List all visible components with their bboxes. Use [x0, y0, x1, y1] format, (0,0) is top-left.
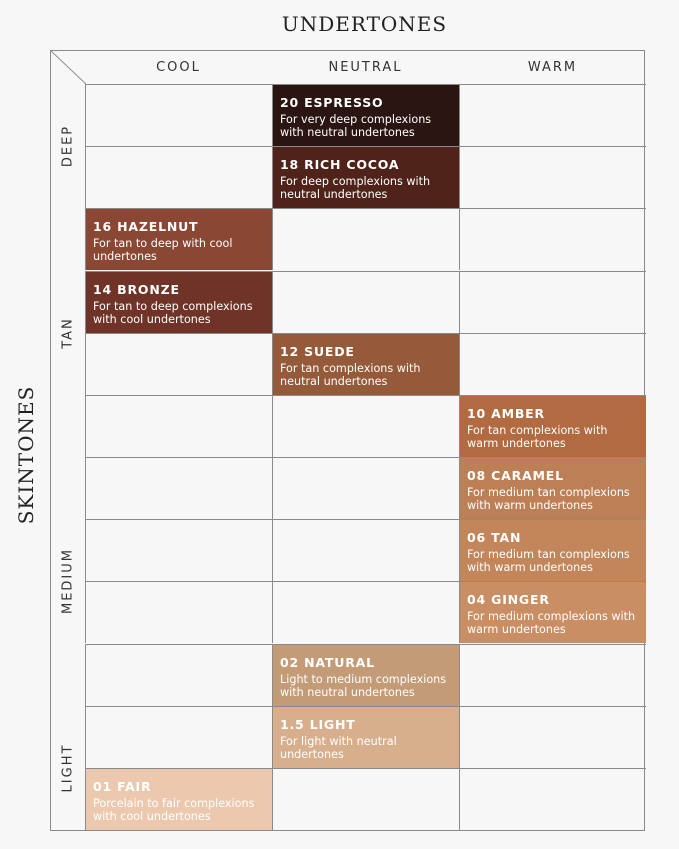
shade-cell: 10 AMBER For tan complexions with warm un… [459, 394, 646, 457]
shade-description: Light to medium complexions with neutral… [280, 672, 447, 699]
shade-cell: 06 TAN For medium tan complexions with wa… [459, 519, 646, 582]
empty-cell [272, 519, 459, 582]
shade-name: 12 SUEDE [280, 343, 355, 359]
shade-cell: 16 HAZELNUT For tan to deep with cool und… [85, 208, 272, 271]
empty-cell [459, 332, 646, 395]
empty-cell [272, 767, 459, 830]
empty-cell [85, 394, 272, 457]
row-group-tan: TAN [60, 316, 76, 349]
empty-cell [85, 457, 272, 520]
shade-name: 16 HAZELNUT [93, 219, 199, 235]
column-header-warm: WARM [527, 60, 578, 75]
shade-matrix: COOL NEUTRAL WARM DEEP TAN MEDIUM LIGHT 20 ESPR… [50, 50, 646, 831]
empty-cell [272, 457, 459, 520]
shade-name: 08 CARAMEL [467, 468, 564, 483]
empty-cell [459, 270, 646, 333]
empty-cell [85, 643, 272, 706]
shade-description: For tan to deep complexions with cool un… [93, 299, 253, 326]
shade-description: For deep complexions with neutral undert… [280, 175, 431, 202]
undertones-title: UNDERTONES [281, 12, 448, 36]
empty-cell [272, 208, 459, 271]
shade-name: 01 FAIR [93, 778, 152, 794]
shade-name: 1.5 LIGHT [280, 716, 356, 732]
empty-cell [85, 332, 272, 395]
column-header-neutral: NEUTRAL [328, 60, 403, 75]
row-group-medium: MEDIUM [60, 548, 76, 615]
shade-description: For tan to deep with cool undertones [93, 237, 233, 264]
empty-cell [459, 208, 646, 271]
shade-name: 04 GINGER [467, 592, 550, 608]
empty-cell [85, 146, 272, 209]
empty-cell [459, 643, 646, 706]
shade-description: For medium tan complexions with warm und… [467, 486, 630, 512]
shade-cell: 20 ESPRESSO For very deep complexions wit… [272, 84, 459, 147]
shade-name: 10 AMBER [467, 405, 545, 421]
shade-cell: 02 NATURAL Light to medium complexions wi… [272, 643, 459, 706]
shade-description: For medium complexions with warm underto… [467, 610, 636, 637]
empty-cell [85, 519, 272, 582]
empty-cell [272, 270, 459, 333]
shade-cell: 12 SUEDE For tan complexions with neutral… [272, 332, 459, 395]
empty-cell [459, 705, 646, 768]
shade-description: For light with neutral undertones [280, 734, 397, 761]
empty-cell [85, 581, 272, 644]
shade-description: For tan complexions with warm undertones [467, 423, 608, 450]
corner-diagonal [51, 51, 86, 84]
shade-cell: 1.5 LIGHT For light with neutral underton… [272, 705, 459, 768]
shade-cell: 18 RICH COCOA For deep complexions with n… [272, 146, 459, 209]
shade-cell: 14 BRONZE For tan to deep complexions wit… [85, 270, 272, 333]
empty-cell [459, 84, 646, 147]
shade-description: For very deep complexions with neutral u… [280, 113, 432, 139]
column-header-cool: COOL [156, 60, 201, 75]
empty-cell [459, 146, 646, 209]
row-group-deep: DEEP [60, 125, 76, 168]
shade-name: 18 RICH COCOA [280, 157, 400, 173]
empty-cell [85, 84, 272, 147]
empty-cell [459, 767, 646, 830]
empty-cell [85, 705, 272, 768]
empty-cell [272, 394, 459, 457]
shade-description: Porcelain to fair complexions with cool … [93, 796, 255, 823]
skintones-title: SKINTONES [14, 385, 38, 525]
row-group-light: LIGHT [60, 743, 76, 793]
empty-cell [272, 581, 459, 644]
shade-description: For tan complexions with neutral underto… [280, 361, 421, 388]
shade-name: 02 NATURAL [280, 654, 375, 670]
shade-name: 14 BRONZE [93, 281, 180, 297]
shade-description: For medium tan complexions with warm und… [467, 548, 630, 575]
shade-name: 06 TAN [467, 530, 522, 546]
shade-cell: 08 CARAMEL For medium tan complexions wit… [459, 457, 646, 520]
shade-cell: 04 GINGER For medium complexions with war… [459, 581, 646, 644]
shade-cell: 01 FAIR Porcelain to fair complexions wit… [85, 767, 272, 830]
shade-name: 20 ESPRESSO [280, 95, 384, 110]
